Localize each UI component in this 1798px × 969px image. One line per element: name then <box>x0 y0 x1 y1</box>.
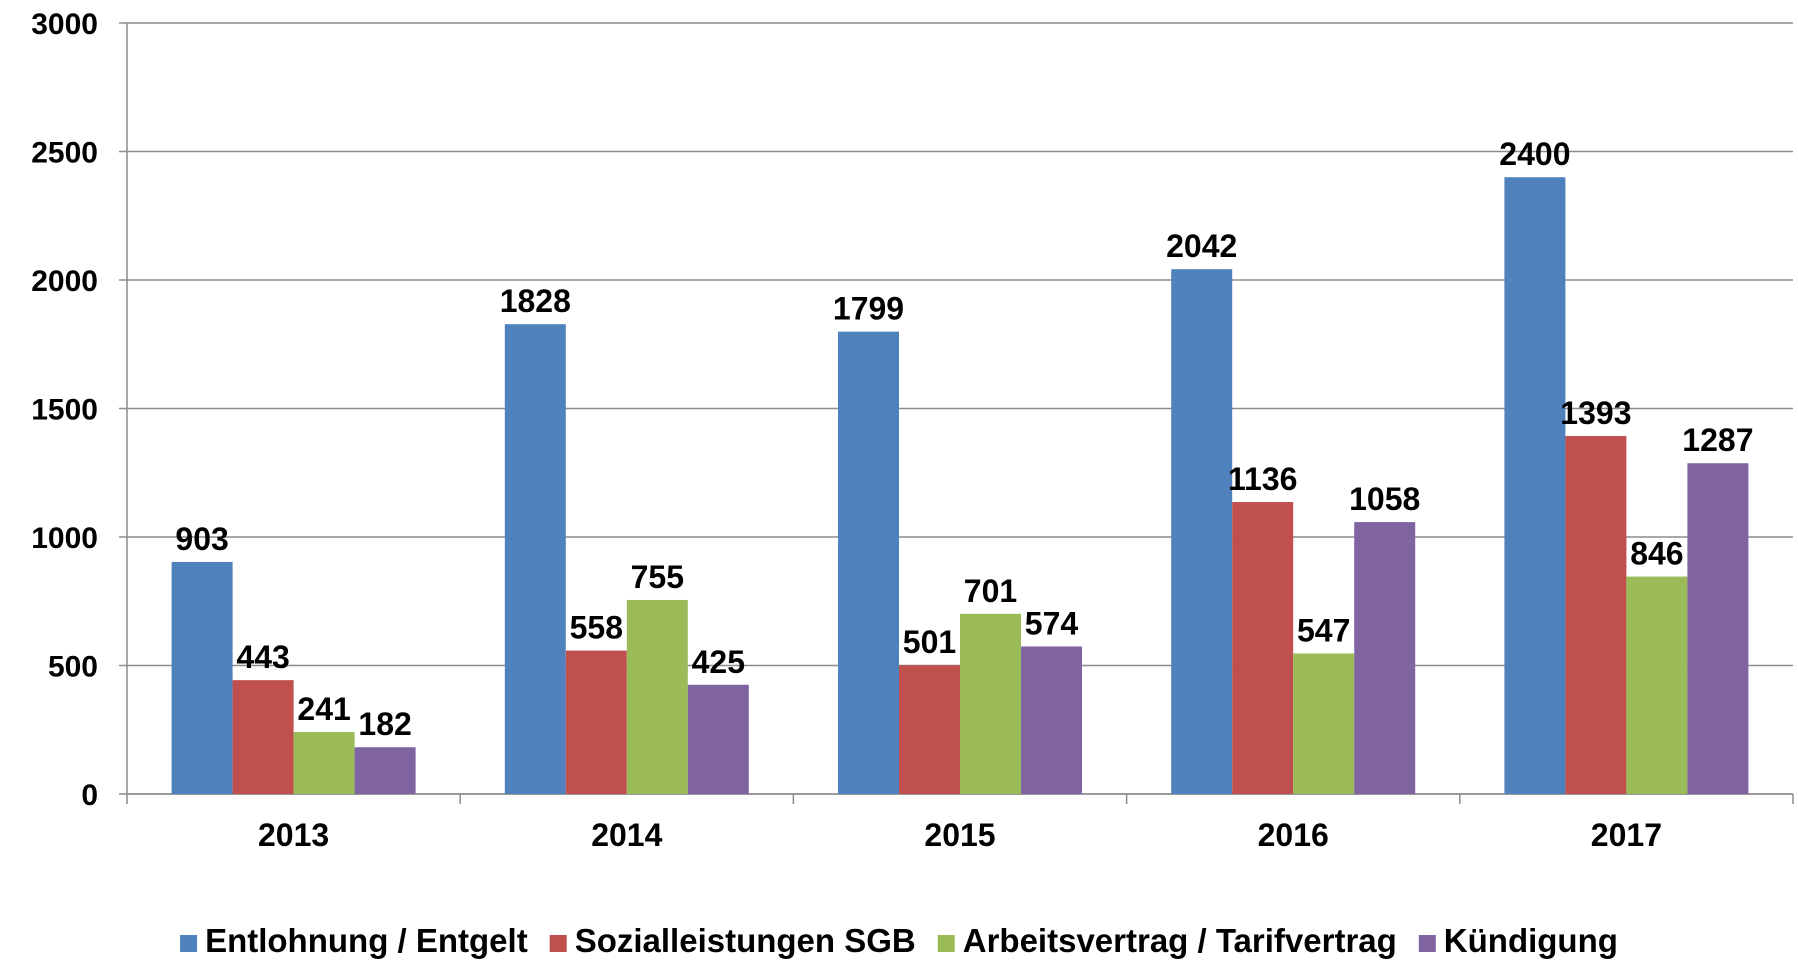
bar <box>1565 435 1627 794</box>
bar <box>1171 269 1233 794</box>
bar <box>899 665 960 794</box>
data-label: 2400 <box>1499 136 1570 172</box>
bar <box>354 747 416 794</box>
bar <box>293 732 355 794</box>
bar <box>1687 463 1749 794</box>
legend-swatch <box>1418 935 1436 952</box>
bar <box>1232 502 1294 794</box>
data-label: 425 <box>692 644 745 680</box>
legend-swatch <box>937 935 955 952</box>
bar <box>687 684 749 794</box>
bar <box>1354 522 1416 794</box>
data-label: 701 <box>964 573 1017 609</box>
bar <box>838 331 899 794</box>
x-tick-label: 2015 <box>924 817 995 853</box>
x-tick-label: 2017 <box>1591 817 1662 853</box>
bar <box>1626 576 1688 794</box>
bar <box>960 613 1021 794</box>
legend-label: Sozialleistungen SGB <box>575 922 916 959</box>
data-label: 2042 <box>1166 228 1237 264</box>
data-label: 241 <box>297 691 350 727</box>
data-label: 1287 <box>1682 422 1753 458</box>
data-label: 1828 <box>500 283 571 319</box>
x-tick-label: 2014 <box>591 817 662 853</box>
y-tick-label: 500 <box>48 651 98 684</box>
legend-label: Entlohnung / Entgelt <box>205 922 528 959</box>
bar <box>1293 653 1355 794</box>
legend-label: Kündigung <box>1444 922 1618 959</box>
y-tick-label: 2000 <box>31 265 98 298</box>
data-label: 574 <box>1025 605 1079 641</box>
data-label: 443 <box>236 639 289 675</box>
bar <box>171 561 233 794</box>
data-label: 755 <box>631 559 684 595</box>
y-tick-label: 3000 <box>31 8 98 41</box>
legend-label: Arbeitsvertrag / Tarifvertrag <box>963 922 1397 959</box>
y-tick-label: 0 <box>81 779 98 812</box>
bar <box>1021 646 1082 794</box>
bar <box>1504 177 1566 794</box>
bar <box>626 599 688 794</box>
data-label: 558 <box>570 610 623 646</box>
x-tick-label: 2013 <box>258 817 329 853</box>
bar <box>232 680 294 794</box>
data-label: 903 <box>175 521 228 557</box>
data-label: 547 <box>1297 612 1350 648</box>
y-tick-label: 1000 <box>31 522 98 555</box>
y-tick-label: 1500 <box>31 394 98 427</box>
bar <box>565 650 627 794</box>
x-tick-label: 2016 <box>1258 817 1329 853</box>
data-label: 1058 <box>1349 481 1420 517</box>
legend-swatch <box>549 935 567 952</box>
data-label: 1136 <box>1228 461 1297 497</box>
data-label: 501 <box>903 624 956 660</box>
y-tick-label: 2500 <box>31 137 98 170</box>
data-label: 846 <box>1630 536 1683 572</box>
data-label: 1393 <box>1560 395 1631 431</box>
data-label: 1799 <box>833 291 904 327</box>
data-label: 182 <box>358 706 411 742</box>
legend-swatch <box>180 935 198 952</box>
bar <box>504 324 566 794</box>
